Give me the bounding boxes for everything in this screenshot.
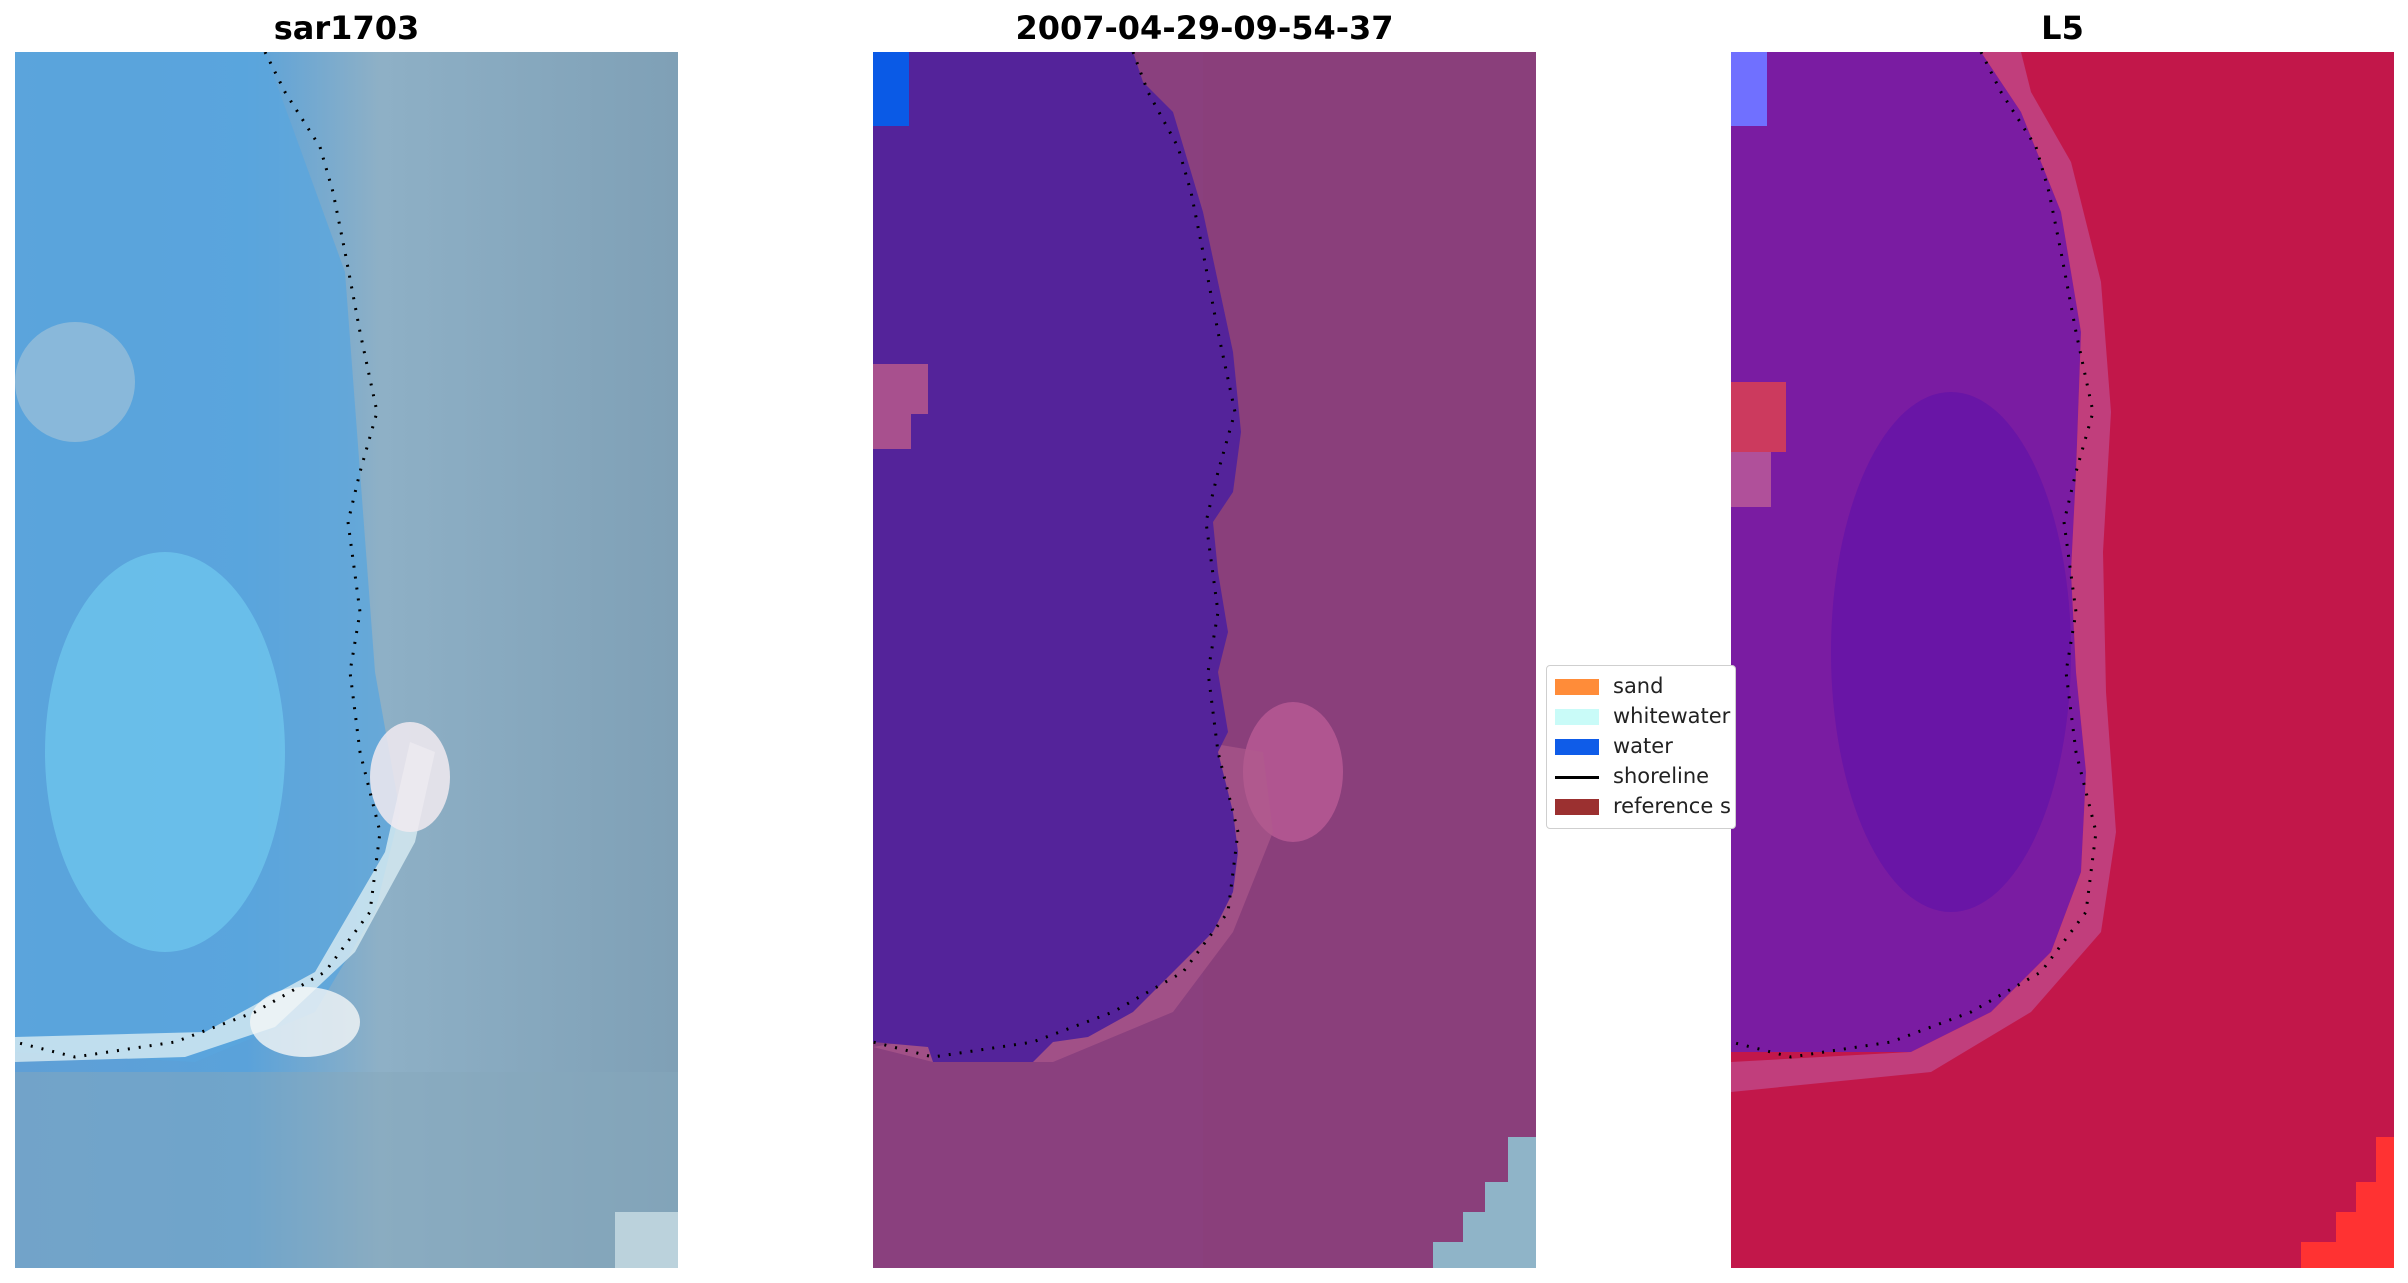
legend-item-whitewater: whitewater — [1547, 703, 1735, 729]
panel-index-image — [1731, 52, 2394, 1268]
sand-swatch — [1555, 679, 1599, 695]
legend-label-sand: sand — [1613, 674, 1664, 698]
panel-classified-image — [873, 52, 1536, 1268]
legend-label-water: water — [1613, 734, 1673, 758]
panel-title-1: sar1703 — [273, 9, 420, 47]
index-image — [1731, 52, 2394, 1268]
legend-label-reference: reference s — [1613, 794, 1731, 818]
legend-item-shoreline: shoreline — [1547, 763, 1735, 789]
legend-item-sand: sand — [1547, 673, 1735, 699]
shoreline-path-1 — [15, 52, 382, 1059]
legend-item-water: water — [1547, 733, 1735, 759]
shoreline-path-3 — [1731, 52, 2098, 1059]
classified-image — [873, 52, 1536, 1268]
panel-title-2: 2007-04-29-09-54-37 — [1015, 9, 1394, 47]
panel-title-3: L5 — [2041, 9, 2084, 47]
legend-label-whitewater: whitewater — [1613, 704, 1731, 728]
legend-item-reference: reference s — [1547, 793, 1735, 819]
legend-label-shoreline: shoreline — [1613, 764, 1710, 788]
legend: sand whitewater water shoreline referenc… — [1546, 665, 1736, 829]
whitewater-swatch — [1555, 709, 1599, 725]
panel-rgb-image — [15, 52, 678, 1268]
water-swatch — [1555, 739, 1599, 755]
shoreline-line-swatch — [1555, 776, 1599, 779]
rgb-image — [15, 52, 678, 1268]
reference-swatch — [1555, 799, 1599, 815]
